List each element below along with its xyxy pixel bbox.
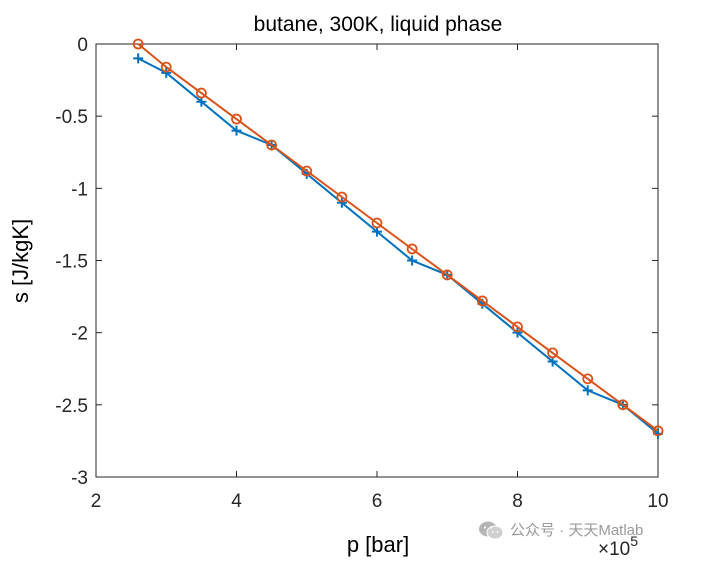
x-axis-label: p [bar] (347, 532, 409, 557)
x-tick-label: 8 (512, 491, 523, 512)
watermark: 公众号 · 天天Matlab (478, 519, 643, 540)
data-point (231, 113, 242, 125)
x-tick-label: 10 (647, 491, 668, 512)
data-point (407, 255, 418, 266)
watermark-text: 公众号 · 天天Matlab (510, 522, 644, 539)
data-point (582, 385, 593, 396)
y-tick-label: -2 (71, 324, 88, 345)
y-tick-label: -3 (71, 468, 88, 489)
data-point (652, 425, 664, 437)
x-exponent-power: 5 (630, 533, 638, 549)
data-point (406, 243, 418, 255)
x-exponent-label: ×105 (598, 533, 638, 560)
data-point (336, 191, 348, 203)
data-point (266, 139, 278, 151)
data-point (512, 321, 523, 333)
data-point (371, 217, 383, 229)
wechat-icon (479, 521, 504, 539)
data-point (512, 327, 523, 338)
series-line (137, 57, 659, 435)
axis-ticks: 2 4 6 8 10 0 -0.5 -1 -1.5 -2 -2.5 -3 (55, 35, 668, 512)
x-tick-label: 2 (91, 491, 102, 512)
data-point (231, 125, 242, 136)
data-point (133, 53, 144, 64)
series-2 (132, 38, 664, 437)
data-point (617, 399, 629, 411)
data-point (195, 87, 207, 99)
series-1 (133, 53, 663, 439)
y-tick-label: 0 (77, 35, 88, 56)
x-tick-label: 6 (372, 491, 383, 512)
x-tick-label: 4 (231, 491, 242, 512)
y-tick-label: -1 (71, 179, 88, 200)
data-point (301, 165, 313, 177)
data-point (476, 295, 488, 307)
data-point (160, 61, 172, 73)
y-tick-label: -2.5 (55, 396, 88, 417)
series-layer (132, 38, 664, 439)
data-point (132, 38, 144, 50)
chart-title: butane, 300K, liquid phase (254, 13, 503, 36)
data-point (336, 197, 347, 208)
y-tick-label: -1.5 (55, 252, 88, 273)
y-tick-label: -0.5 (55, 107, 88, 128)
data-point (547, 347, 559, 359)
data-point (441, 269, 453, 281)
series-line (137, 43, 659, 432)
y-axis-label: s [J/kgK] (8, 219, 33, 303)
plot-area (95, 43, 659, 478)
data-point (161, 67, 172, 78)
x-exponent-base: ×10 (598, 539, 630, 560)
data-point (582, 373, 594, 385)
